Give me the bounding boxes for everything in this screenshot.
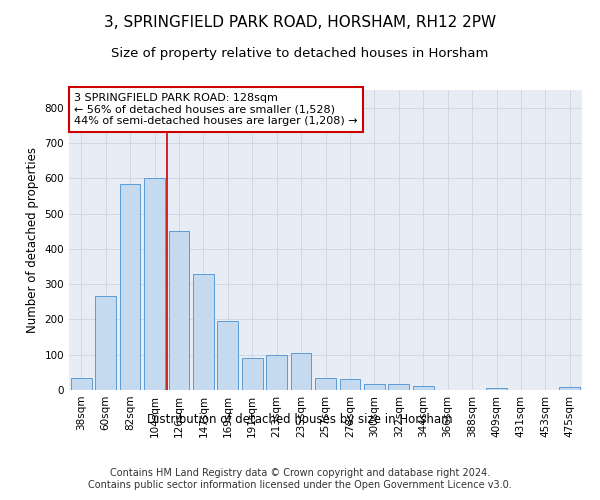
Bar	[266, 354, 287, 390]
Text: Size of property relative to detached houses in Horsham: Size of property relative to detached ho…	[112, 48, 488, 60]
Bar	[242, 358, 263, 390]
Text: Contains HM Land Registry data © Crown copyright and database right 2024.
Contai: Contains HM Land Registry data © Crown c…	[88, 468, 512, 490]
Bar	[290, 353, 311, 390]
Bar	[559, 387, 580, 390]
Bar	[119, 184, 140, 390]
Text: 3, SPRINGFIELD PARK ROAD, HORSHAM, RH12 2PW: 3, SPRINGFIELD PARK ROAD, HORSHAM, RH12 …	[104, 15, 496, 30]
Bar	[71, 378, 92, 390]
Bar	[388, 384, 409, 390]
Text: 3 SPRINGFIELD PARK ROAD: 128sqm
← 56% of detached houses are smaller (1,528)
44%: 3 SPRINGFIELD PARK ROAD: 128sqm ← 56% of…	[74, 93, 358, 126]
Y-axis label: Number of detached properties: Number of detached properties	[26, 147, 39, 333]
Bar	[144, 178, 165, 390]
Bar	[193, 274, 214, 390]
Text: Distribution of detached houses by size in Horsham: Distribution of detached houses by size …	[147, 412, 453, 426]
Bar	[169, 231, 190, 390]
Bar	[340, 378, 361, 390]
Bar	[95, 296, 116, 390]
Bar	[364, 384, 385, 390]
Bar	[413, 386, 434, 390]
Bar	[486, 388, 507, 390]
Bar	[315, 378, 336, 390]
Bar	[217, 321, 238, 390]
